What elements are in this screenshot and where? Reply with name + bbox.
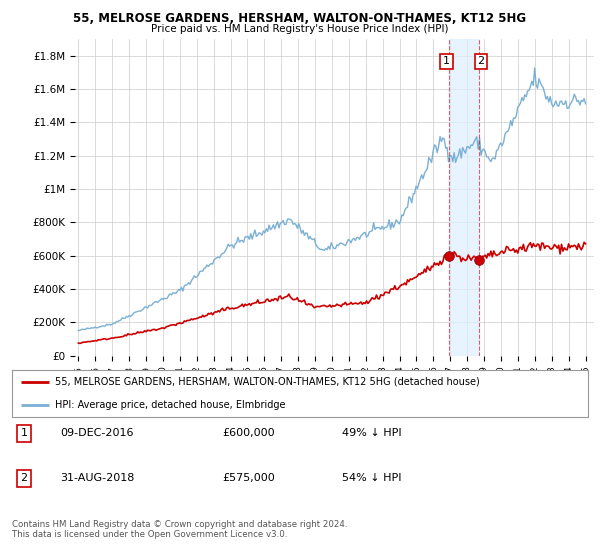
Text: 31-AUG-2018: 31-AUG-2018 [60, 473, 134, 483]
Bar [449, 39, 479, 356]
Text: 49% ↓ HPI: 49% ↓ HPI [342, 428, 401, 438]
Text: 54% ↓ HPI: 54% ↓ HPI [342, 473, 401, 483]
Text: 1: 1 [20, 428, 28, 438]
Text: Contains HM Land Registry data © Crown copyright and database right 2024.
This d: Contains HM Land Registry data © Crown c… [12, 520, 347, 539]
Text: Price paid vs. HM Land Registry's House Price Index (HPI): Price paid vs. HM Land Registry's House … [151, 24, 449, 34]
Text: 2: 2 [478, 57, 485, 66]
Text: 2: 2 [20, 473, 28, 483]
Text: £600,000: £600,000 [222, 428, 275, 438]
Text: 09-DEC-2016: 09-DEC-2016 [60, 428, 133, 438]
Text: £575,000: £575,000 [222, 473, 275, 483]
Text: 55, MELROSE GARDENS, HERSHAM, WALTON-ON-THAMES, KT12 5HG: 55, MELROSE GARDENS, HERSHAM, WALTON-ON-… [73, 12, 527, 25]
Text: HPI: Average price, detached house, Elmbridge: HPI: Average price, detached house, Elmb… [55, 400, 286, 410]
Text: 1: 1 [443, 57, 450, 66]
Text: 55, MELROSE GARDENS, HERSHAM, WALTON-ON-THAMES, KT12 5HG (detached house): 55, MELROSE GARDENS, HERSHAM, WALTON-ON-… [55, 376, 480, 386]
